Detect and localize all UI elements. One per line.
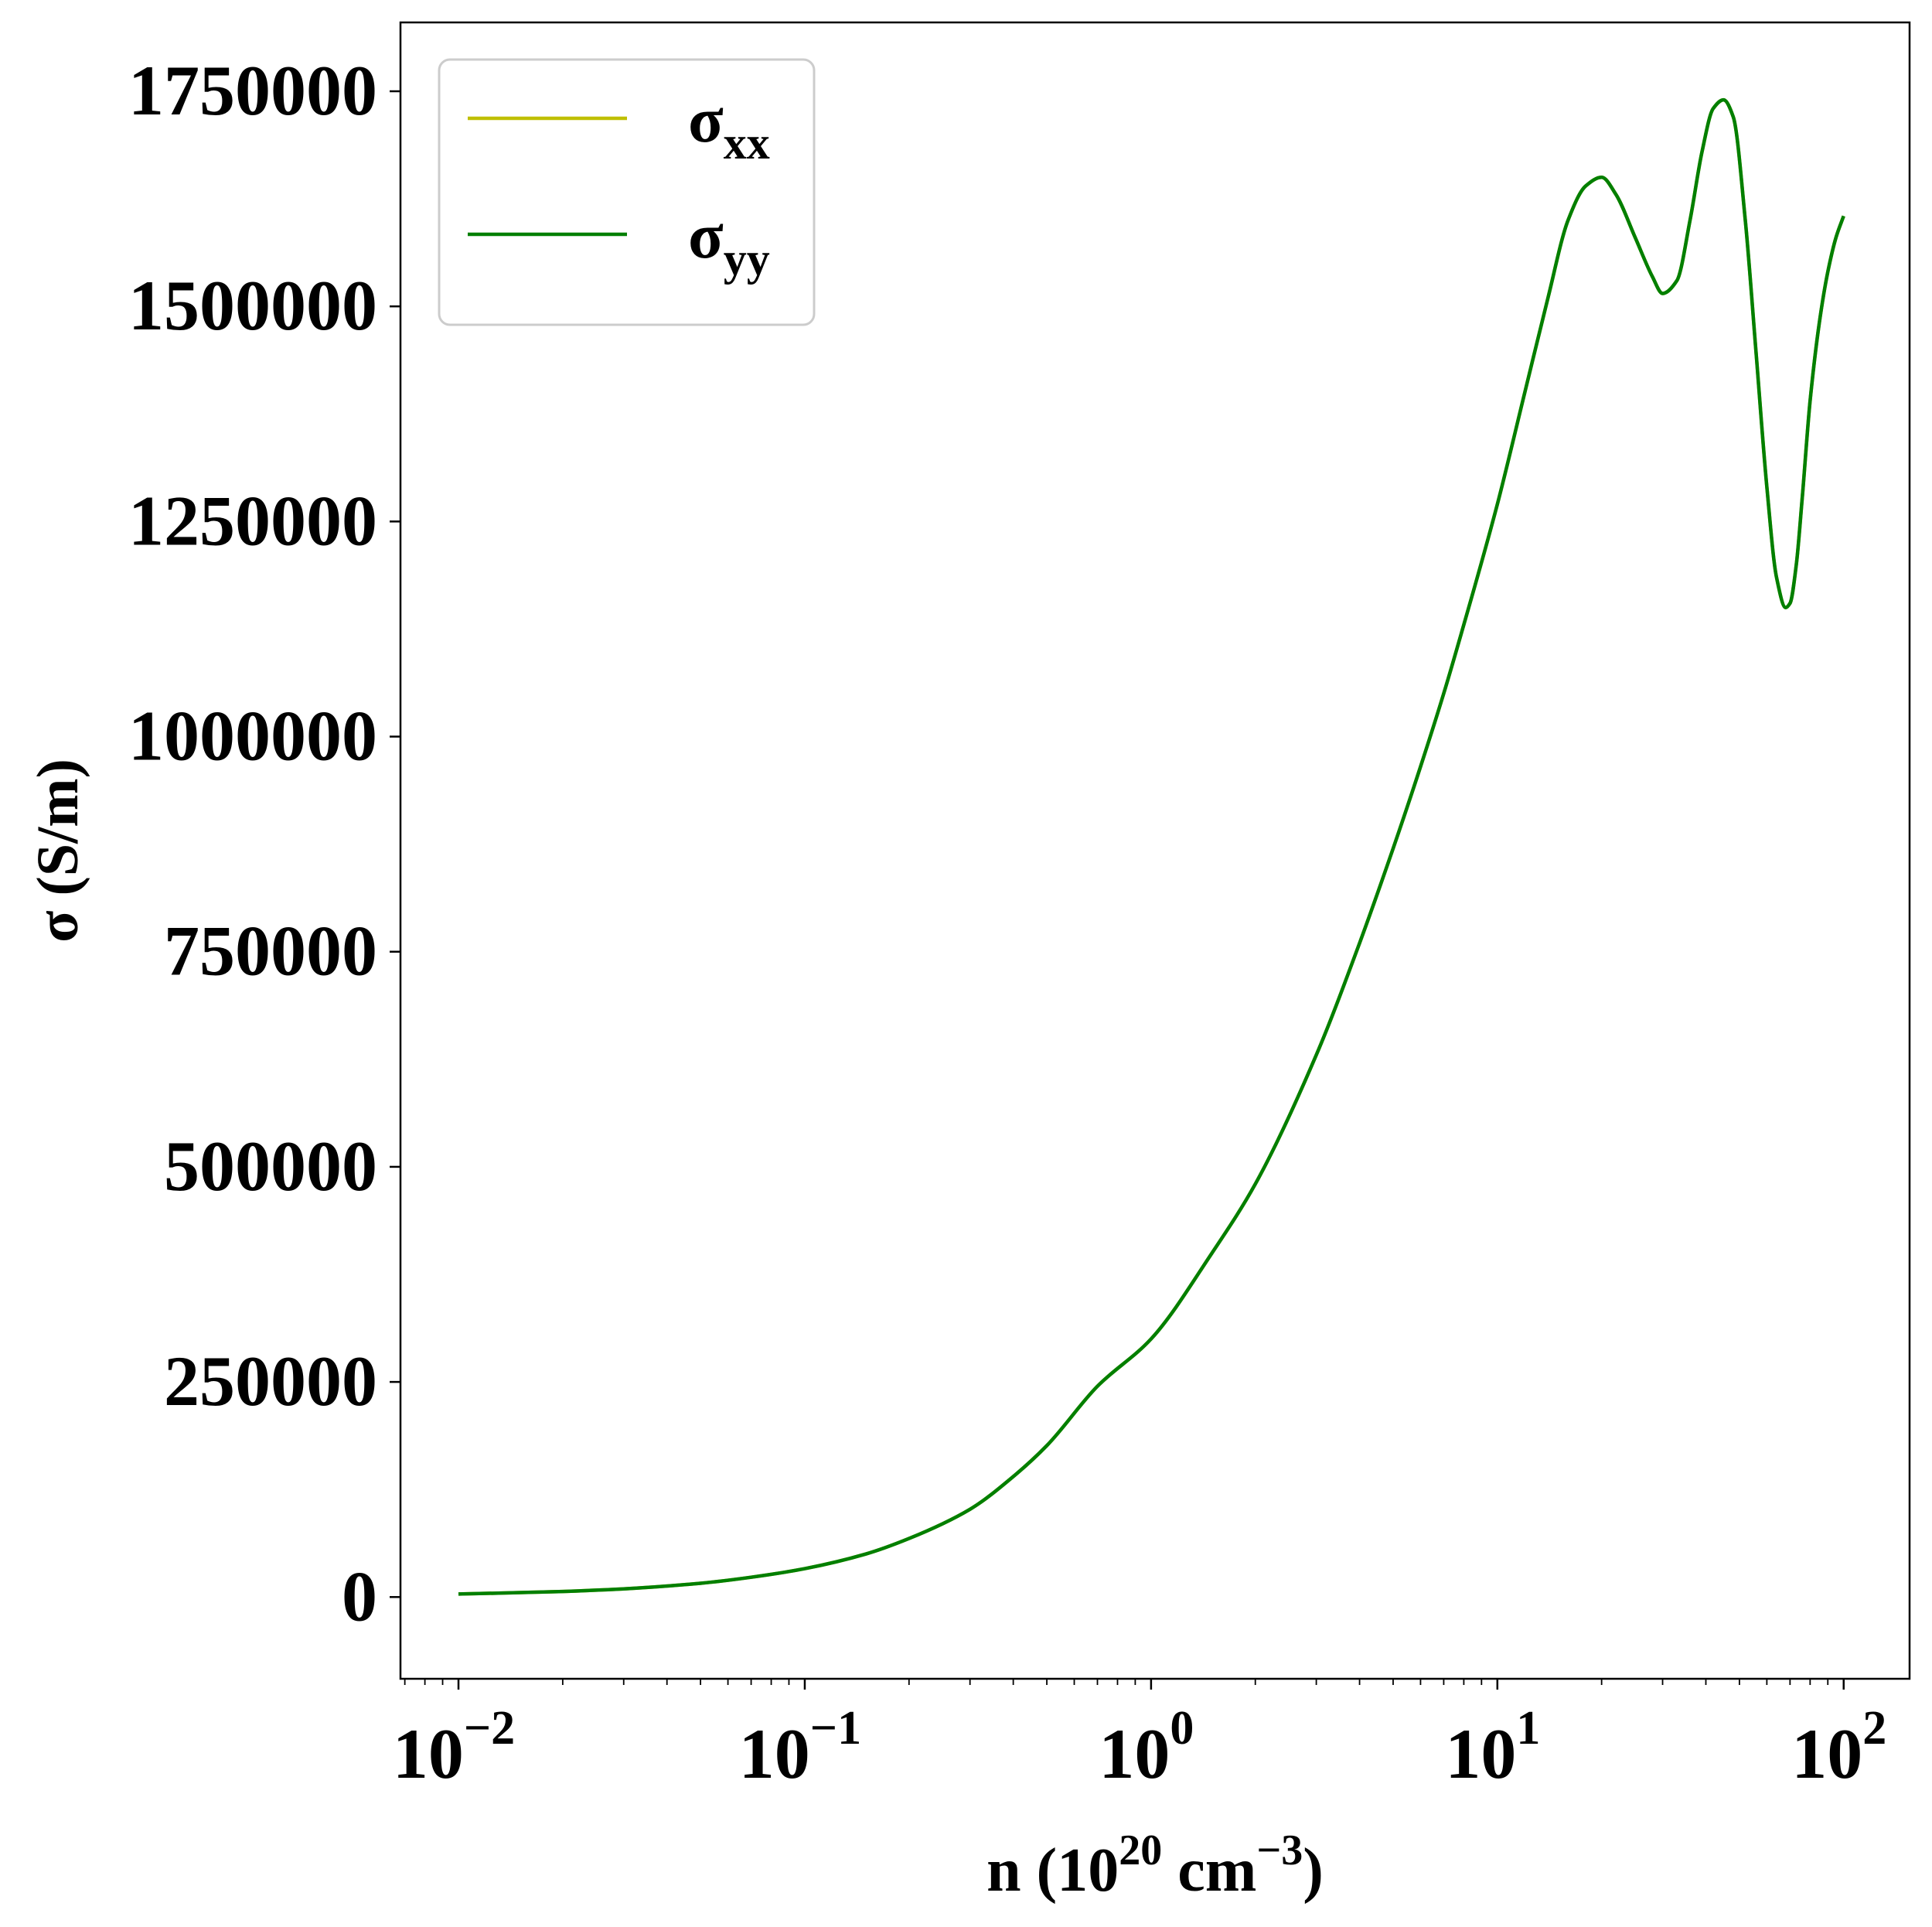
y-tick-label: 1000000	[128, 697, 377, 776]
x-axis-label-sup: 20	[1119, 1826, 1162, 1874]
x-tick-label: 101	[1445, 1702, 1540, 1793]
x-tick-label: 100	[1099, 1702, 1194, 1793]
x-axis-label-end: )	[1303, 1837, 1324, 1905]
legend-label-xx: σxx	[688, 84, 770, 169]
y-tick-label: 0	[342, 1557, 377, 1635]
x-tick-label: 102	[1791, 1702, 1886, 1793]
axes-frame	[399, 21, 1911, 1680]
y-tick-label: 250000	[164, 1342, 377, 1421]
x-tick-label: 10−2	[393, 1702, 515, 1793]
x-tick-label: 10−1	[739, 1702, 861, 1793]
x-axis-label-main: n (10	[986, 1837, 1119, 1905]
y-tick-label: 1750000	[128, 51, 377, 130]
y-tick-label: 500000	[164, 1127, 377, 1206]
y-tick-label: 1500000	[128, 266, 377, 345]
y-axis-label: σ (S/m)	[26, 759, 90, 943]
y-tick-label: 1250000	[128, 481, 377, 560]
y-tick-label: 750000	[164, 912, 377, 991]
series-line-yy	[458, 97, 1845, 1596]
legend-box	[438, 58, 816, 326]
x-axis-label-mid: cm	[1162, 1837, 1256, 1905]
x-axis-label-sup2: −3	[1256, 1826, 1303, 1874]
x-axis-label: n (1020 cm−3)	[986, 1826, 1324, 1905]
legend: σxx σyy	[438, 58, 816, 326]
plot-area	[458, 97, 1845, 1596]
legend-label-yy: σyy	[688, 200, 770, 285]
axis-ticks: 0 250000 500000 750000 1000000 1250000 1500000…	[128, 51, 1886, 1793]
